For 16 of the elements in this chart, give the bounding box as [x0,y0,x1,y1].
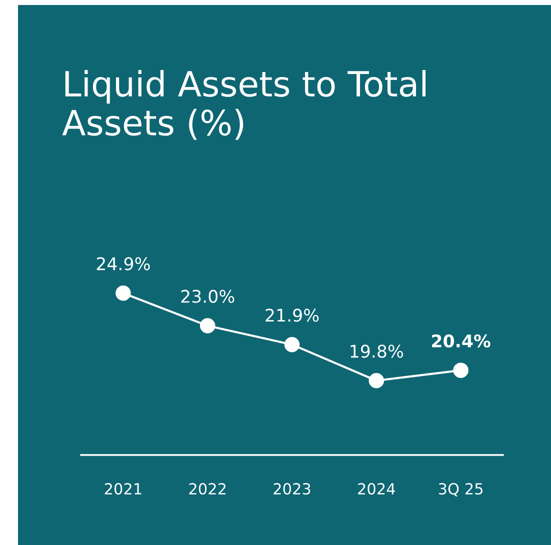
data-label: 24.9% [96,257,150,270]
data-label: 19.8% [350,344,404,358]
point [200,318,216,334]
data-label: 23.0% [181,290,234,303]
x-tick-label: 3Q 25 [438,483,482,496]
point [453,362,468,378]
point [284,336,300,352]
x-tick-label: 2023 [274,483,310,495]
point [116,285,131,301]
x-tick-label: 2022 [189,483,226,495]
x-tick-label: 2021 [104,483,142,495]
x-tick-label: 2024 [358,483,395,495]
data-label: 20.4% [432,334,490,348]
chart-title: Liquid Assets to Total Assets (%) [62,70,426,140]
data-label: 21.9% [266,308,319,322]
point [368,372,384,388]
